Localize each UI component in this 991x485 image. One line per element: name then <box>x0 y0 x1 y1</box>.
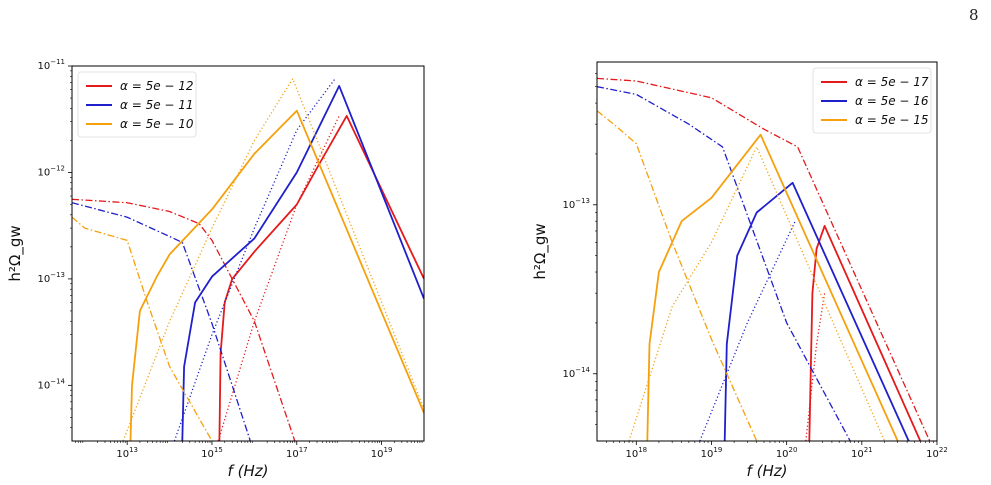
page-number: 8 <box>969 6 979 24</box>
x-axis-label: f (Hz) <box>228 462 269 480</box>
legend-box <box>812 67 932 134</box>
x-tick-label: 1013 <box>116 446 138 460</box>
y-axis-label: h²Ω_gw <box>6 225 25 281</box>
series-line-1-solid <box>808 225 922 441</box>
legend-label: α = 5e − 11 <box>120 98 194 112</box>
plot-frame <box>596 61 938 442</box>
y-tick-label: 10−13 <box>562 197 590 211</box>
series-line-7-solid <box>129 109 424 441</box>
series-line-9-dashdot <box>597 110 758 441</box>
series-line-4-solid <box>181 85 424 441</box>
series-line-3-dashdot <box>72 198 296 441</box>
x-tick-label: 1019 <box>701 446 723 460</box>
chart-2: 1018 1019 1020 1021 1022 10−14 10−13 f (Hz) h²Ω_… <box>531 61 948 480</box>
legend: α = 5e − 17 α = 5e − 16 α = 5e − 15 <box>812 67 932 134</box>
series-line-8-dotted <box>628 146 886 441</box>
x-axis-label: f (Hz) <box>747 462 788 480</box>
legend-label: α = 5e − 17 <box>855 75 929 89</box>
series-line-9-dashdot <box>72 216 213 441</box>
x-tick-label: 1021 <box>851 446 873 460</box>
x-tick-label: 1015 <box>201 446 223 460</box>
series-line-1-solid <box>218 115 424 441</box>
series-line-5-dotted <box>173 78 336 441</box>
y-axis-label: h²Ω_gw <box>531 223 550 279</box>
legend-label: α = 5e − 12 <box>120 79 194 93</box>
series-line-7-solid <box>646 133 899 441</box>
x-tick-label: 1017 <box>286 446 308 460</box>
plot-area <box>597 77 931 441</box>
series-line-5-dotted <box>699 220 796 441</box>
series-line-6-dashdot <box>597 86 851 441</box>
legend-box <box>77 71 197 138</box>
x-tick-label: 1019 <box>371 446 393 460</box>
legend-label: α = 5e − 15 <box>855 113 929 127</box>
y-tick-label: 10−14 <box>562 366 590 380</box>
y-tick-label: 10−14 <box>37 377 65 391</box>
y-tick-label: 10−11 <box>37 58 65 72</box>
series-line-2-dotted <box>805 292 826 441</box>
series-line-3-dashdot <box>597 77 931 441</box>
series-line-4-solid <box>723 181 910 441</box>
plot-area <box>72 78 424 441</box>
x-tick-label: 1020 <box>776 446 798 460</box>
y-tick-label: 10−13 <box>37 271 65 285</box>
legend-label: α = 5e − 10 <box>120 117 194 131</box>
x-tick-label: 1018 <box>625 446 647 460</box>
x-tick-label: 1022 <box>926 446 948 460</box>
legend-label: α = 5e − 16 <box>855 94 929 108</box>
series-line-6-dashdot <box>72 202 251 441</box>
series-line-2-dotted <box>217 115 340 441</box>
legend: α = 5e − 12 α = 5e − 11 α = 5e − 10 <box>77 71 197 138</box>
y-tick-label: 10−12 <box>37 164 65 178</box>
chart-1: 1013 1015 1017 1019 10−14 10−13 10−12 10−11 f (H… <box>6 58 425 480</box>
